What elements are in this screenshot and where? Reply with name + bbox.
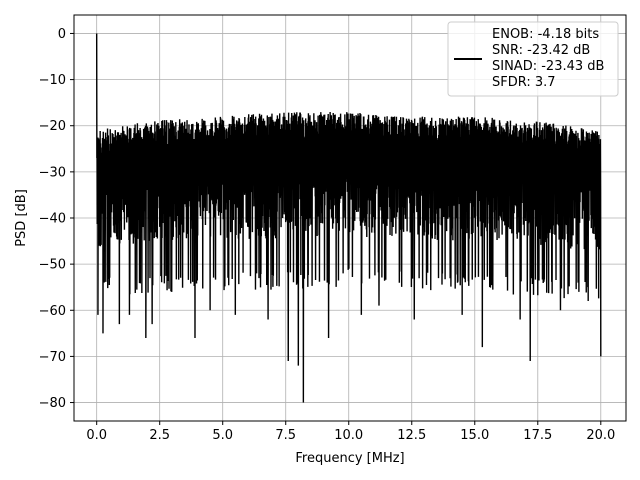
psd-trace	[95, 33, 602, 403]
y-tick-label: −80	[39, 396, 66, 411]
x-tick-label: 2.5	[149, 428, 170, 443]
x-axis-label: Frequency [MHz]	[295, 451, 404, 466]
y-tick-label: −20	[39, 119, 66, 134]
x-tick-label: 15.0	[460, 428, 489, 443]
x-tick-label: 0.0	[86, 428, 107, 443]
y-tick-label: −70	[39, 350, 66, 365]
x-tick-label: 17.5	[523, 428, 552, 443]
y-axis-ticks: 0 −10 −20 −30 −40 −50 −60 −70 −80	[39, 27, 74, 411]
legend-line-enob: ENOB: -4.18 bits	[492, 27, 599, 42]
x-tick-label: 12.5	[397, 428, 426, 443]
legend-line-sinad: SINAD: -23.43 dB	[492, 59, 604, 74]
plot-area	[95, 33, 602, 403]
series-group	[95, 33, 602, 403]
y-tick-label: −10	[39, 73, 66, 88]
x-tick-label: 10.0	[334, 428, 363, 443]
y-tick-label: −40	[39, 212, 66, 227]
x-tick-label: 7.5	[275, 428, 296, 443]
legend-line-snr: SNR: -23.42 dB	[492, 43, 590, 58]
y-tick-label: 0	[58, 27, 66, 42]
legend: ENOB: -4.18 bits SNR: -23.42 dB SINAD: -…	[447, 21, 619, 97]
y-axis-label: PSD [dB]	[14, 189, 29, 247]
y-tick-label: −30	[39, 165, 66, 180]
y-tick-label: −60	[39, 304, 66, 319]
legend-line-sfdr: SFDR: 3.7	[492, 75, 556, 90]
x-axis-ticks: 0.0 2.5 5.0 7.5 10.0 12.5 15.0 17.5 20.0	[86, 421, 615, 443]
y-tick-label: −50	[39, 258, 66, 273]
x-tick-label: 5.0	[212, 428, 233, 443]
x-tick-label: 20.0	[586, 428, 615, 443]
legend-box	[447, 21, 619, 97]
